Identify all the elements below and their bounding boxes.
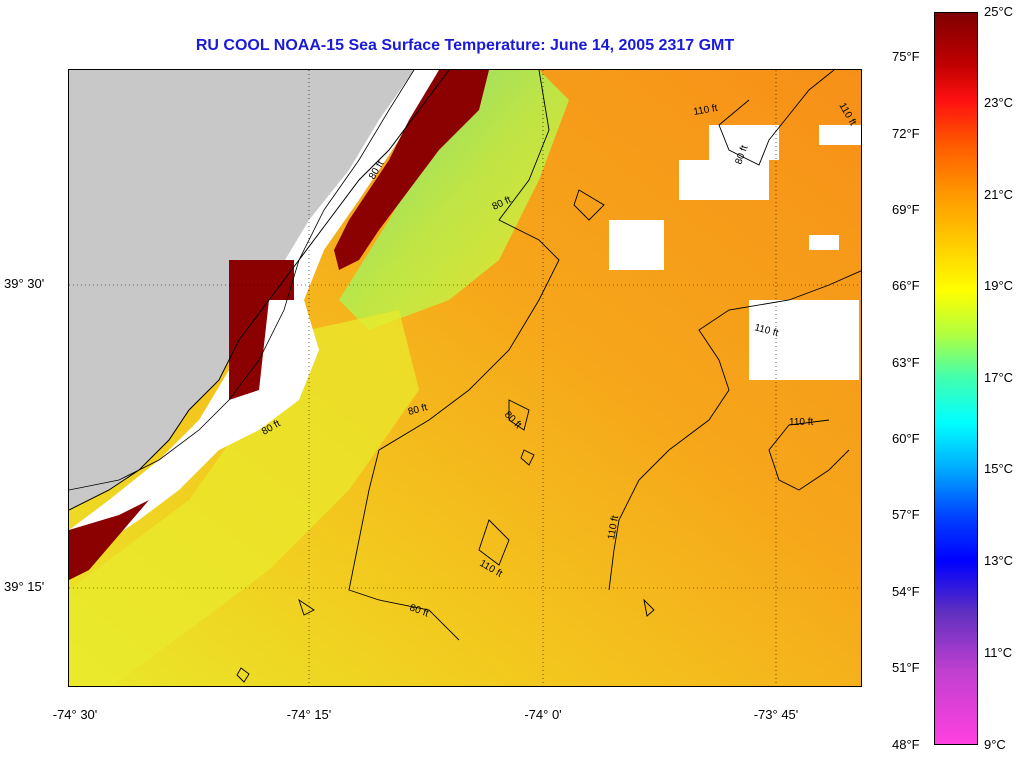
lat-label: 39° 15' [4, 579, 45, 594]
coastline [69, 70, 450, 511]
cloud-patch [709, 125, 779, 160]
contour-label: 110 ft [606, 514, 621, 540]
colorbar-fahrenheit-label: 57°F [892, 507, 920, 522]
contour-110ft-east [768, 419, 850, 491]
contour-label: 80 ft [407, 402, 429, 418]
contour-shoal [508, 399, 530, 431]
colorbar-fahrenheit-label: 69°F [892, 202, 920, 217]
colorbar-fahrenheit-label: 63°F [892, 355, 920, 370]
lon-label: -74° 30' [52, 707, 98, 722]
depth-contours [236, 70, 861, 683]
contour-110ft [718, 70, 835, 166]
colorbar-celsius-label: 11°C [984, 645, 1013, 660]
contour-110ft-mid [608, 270, 861, 591]
colorbar-fahrenheit-label: 54°F [892, 584, 920, 599]
color-bar [934, 12, 978, 745]
warm-coastal-patch [229, 260, 294, 400]
lon-label: -74° 15' [286, 707, 332, 722]
contour-shoal [643, 598, 655, 617]
colorbar-celsius-label: 13°C [984, 553, 1014, 568]
contour-80ft [348, 70, 560, 641]
colorbar-celsius-label: 25°C [984, 4, 1014, 19]
yellow-band [69, 310, 419, 686]
graticule [69, 70, 861, 686]
contour-label: 110 ft [789, 417, 813, 428]
lat-label: 39° 30' [4, 276, 45, 291]
colorbar-celsius-label: 23°C [984, 95, 1014, 110]
cloud-patch [809, 235, 839, 250]
color-bar-gradient [935, 13, 977, 744]
colorbar-celsius-label: 17°C [984, 370, 1014, 385]
colorbar-fahrenheit-label: 51°F [892, 660, 920, 675]
warm-coastal-strip [69, 500, 149, 580]
colorbar-fahrenheit-label: 75°F [892, 49, 920, 64]
lon-label: -73° 45' [753, 707, 799, 722]
colorbar-fahrenheit-label: 48°F [892, 737, 920, 752]
colorbar-celsius-label: 19°C [984, 278, 1014, 293]
barrier-island-outline [69, 70, 415, 491]
colorbar-celsius-label: 21°C [984, 187, 1014, 202]
lon-label: -74° 0' [524, 707, 562, 722]
contour-shoal [520, 449, 535, 466]
cloud-patch [819, 125, 861, 145]
sst-map: 80 ft 80 ft 80 ft 80 ft 80 ft 80 ft 110 … [68, 69, 862, 687]
map-title: RU COOL NOAA-15 Sea Surface Temperature:… [195, 37, 735, 54]
colorbar-fahrenheit-label: 72°F [892, 126, 920, 141]
contour-shoal [573, 189, 605, 221]
colorbar-fahrenheit-label: 66°F [892, 278, 920, 293]
warm-coastal-band [334, 70, 489, 270]
colorbar-celsius-label: 9°C [984, 737, 1006, 752]
contour-shoal [236, 667, 250, 683]
colorbar-celsius-label: 15°C [984, 461, 1014, 476]
contour-shoal [298, 598, 315, 616]
coastal-nodata [69, 70, 439, 550]
contour-shoal [478, 519, 510, 566]
cloud-patch [609, 220, 664, 270]
contour-label: 110 ft [693, 103, 719, 118]
cool-water-band [339, 70, 569, 330]
colorbar-fahrenheit-label: 60°F [892, 431, 920, 446]
cloud-patch [679, 160, 769, 200]
cloud-patch [749, 300, 859, 380]
